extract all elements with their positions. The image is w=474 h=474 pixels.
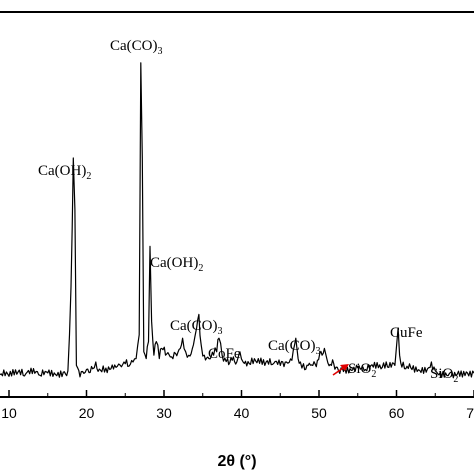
x-tick-label: 10 <box>1 405 17 421</box>
peak-label: Ca(CO)3 <box>170 318 223 337</box>
x-tick-label: 40 <box>234 405 250 421</box>
x-tick-label: 50 <box>311 405 327 421</box>
x-tick-label: 20 <box>79 405 95 421</box>
sio2-arrow <box>332 364 349 376</box>
peak-label: Ca(OH)2 <box>38 163 91 182</box>
arrow-head <box>340 364 349 371</box>
peak-label: Ca(CO)3 <box>268 338 321 357</box>
peak-label: SiO2 <box>430 366 458 385</box>
xrd-series-line <box>0 62 474 379</box>
peak-label: Ca(OH)2 <box>150 255 203 274</box>
peak-label: CuFe <box>390 325 423 341</box>
x-axis: 10 20 30 40 50 60 70 <box>1 390 474 421</box>
x-axis-title: 2θ (°) <box>217 453 256 470</box>
peak-label: Ca(CO)3 <box>110 38 163 57</box>
plot-frame <box>0 11 474 398</box>
x-tick-label: 70 <box>466 405 474 421</box>
x-tick-label: 30 <box>156 405 172 421</box>
x-tick-label: 60 <box>389 405 405 421</box>
